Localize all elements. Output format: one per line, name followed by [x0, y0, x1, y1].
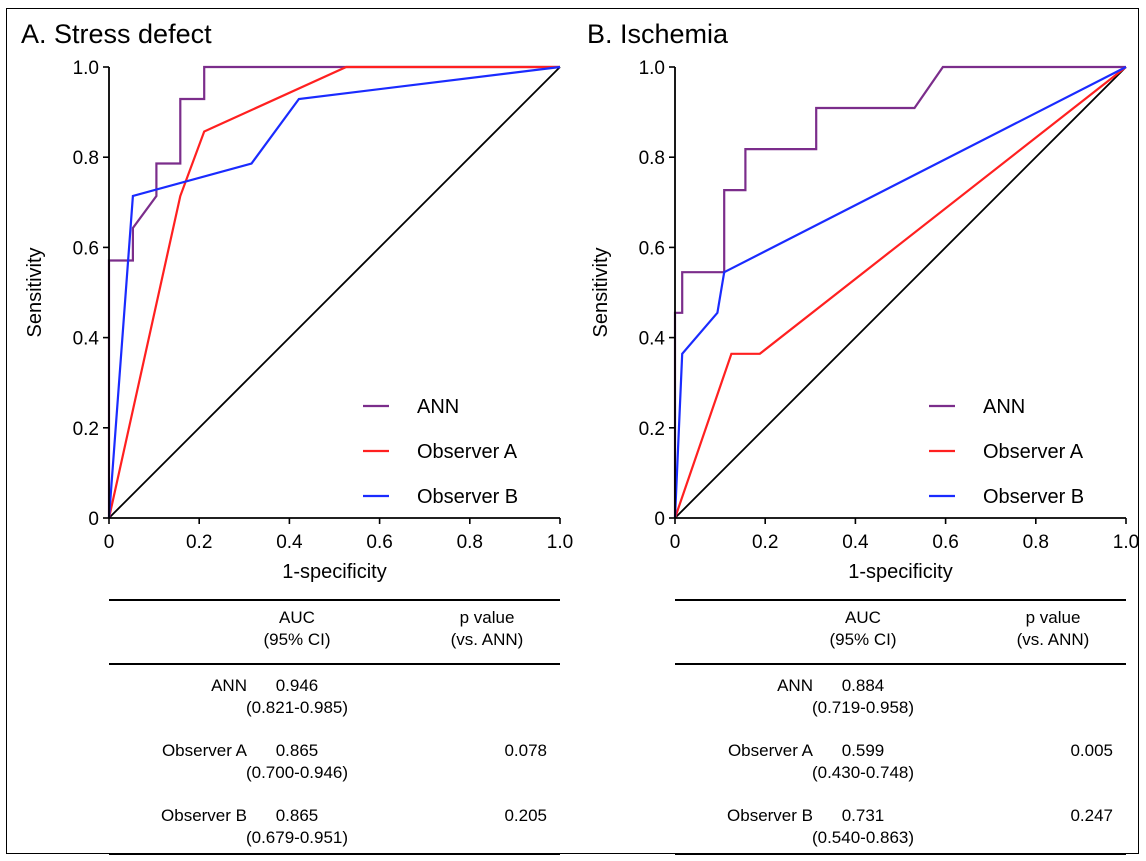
header-auc: AUC: [845, 608, 881, 627]
y-tick-label: 0.4: [73, 329, 100, 350]
legend-label-observer-b: Observer B: [983, 486, 1084, 508]
row-auc-ci: (0.430-0.748): [811, 763, 915, 782]
table-bottom-rule: [675, 853, 1126, 855]
x-tick-label: 0: [104, 532, 115, 553]
row-auc-ci: (0.719-0.958): [811, 698, 915, 717]
y-tick-label: 0.2: [639, 419, 665, 440]
auc-table-ischemia: AUC (95% CI) p value (vs. ANN) ANN 0.884 (0.71…: [573, 9, 1139, 855]
y-tick-label: 1.0: [639, 58, 665, 79]
row-label: Observer B: [727, 806, 813, 825]
panel-title: A. Stress defect: [21, 19, 212, 49]
header-auc: AUC: [279, 608, 315, 627]
series-line-observer-a: [673, 66, 1127, 519]
x-axis-title: 1-specificity: [282, 561, 386, 583]
y-tick-label: 0.2: [73, 419, 99, 440]
header-pvalue-ref: (vs. ANN): [1016, 630, 1090, 649]
series-line-observer-a: [107, 65, 560, 519]
y-tick-label: 0.8: [639, 148, 665, 169]
x-tick-label: 0.6: [366, 532, 392, 553]
figure-frame: 0 0.2 0.4 0.6 0.8 1.0 0 0.2 0.4 0.6 0.8 1.0 1-specif…: [6, 8, 1139, 855]
header-auc-ci: (95% CI): [263, 630, 331, 649]
panel-title: B. Ischemia: [587, 19, 729, 49]
header-auc-ci: (95% CI): [829, 630, 897, 649]
header-pvalue-ref: (vs. ANN): [450, 630, 524, 649]
x-tick-label: 0.2: [186, 532, 212, 553]
legend-label-ann: ANN: [417, 396, 459, 418]
y-tick-label: 0.8: [73, 148, 99, 169]
row-auc-ci: (0.679-0.951): [245, 828, 349, 847]
row-label: Observer A: [727, 741, 813, 760]
x-tick-label: 0.6: [932, 532, 958, 553]
x-tick-label: 1.0: [1113, 532, 1139, 553]
row-auc-ci: (0.821-0.985): [245, 698, 349, 717]
y-tick-label: 0: [88, 509, 99, 530]
table-top-rule: [675, 599, 1126, 601]
legend-label-ann: ANN: [983, 396, 1025, 418]
x-tick-label: 0: [670, 532, 681, 553]
panel-stress-defect: 0 0.2 0.4 0.6 0.8 1.0 0 0.2 0.4 0.6 0.8 1.0 1-specif…: [7, 9, 573, 855]
table-header-rule: [109, 663, 560, 665]
y-tick-label: 0.4: [639, 329, 666, 350]
chance-diagonal: [108, 66, 561, 519]
row-auc: 0.599: [841, 741, 885, 760]
legend-label-observer-a: Observer A: [417, 441, 518, 463]
header-pvalue: p value: [459, 608, 515, 627]
row-label: ANN: [211, 676, 247, 695]
row-pvalue: 0.247: [1070, 806, 1113, 825]
row-auc: 0.865: [275, 741, 319, 760]
roc-chart-ischemia: 0 0.2 0.4 0.6 0.8 1.0 0 0.2 0.4 0.6 0.8 1.0 1-specif…: [590, 58, 1139, 583]
y-tick-label: 1.0: [73, 58, 99, 79]
y-axis-title: Sensitivity: [590, 247, 612, 337]
row-auc: 0.884: [841, 676, 885, 695]
row-auc: 0.731: [841, 806, 885, 825]
series-line-observer-b: [107, 65, 561, 519]
x-tick-label: 0.2: [752, 532, 778, 553]
series-line-observer-b: [673, 66, 1127, 519]
row-label: ANN: [777, 676, 813, 695]
row-auc: 0.946: [275, 676, 319, 695]
row-label: Observer B: [161, 806, 247, 825]
row-pvalue: 0.205: [504, 806, 547, 825]
x-tick-label: 0.4: [276, 532, 303, 553]
table-top-rule: [109, 599, 560, 601]
legend-label-observer-a: Observer A: [983, 441, 1084, 463]
chance-diagonal: [674, 66, 1127, 519]
table-header-rule: [675, 663, 1126, 665]
panel-ischemia: 0 0.2 0.4 0.6 0.8 1.0 0 0.2 0.4 0.6 0.8 1.0 1-specif…: [573, 9, 1139, 855]
x-tick-label: 0.8: [1023, 532, 1049, 553]
y-tick-label: 0.6: [73, 238, 99, 259]
x-tick-label: 0.4: [842, 532, 869, 553]
row-auc-ci: (0.700-0.946): [245, 763, 349, 782]
row-pvalue: 0.005: [1070, 741, 1113, 760]
header-pvalue: p value: [1025, 608, 1081, 627]
x-axis-title: 1-specificity: [848, 561, 952, 583]
x-tick-label: 1.0: [547, 532, 573, 553]
y-tick-label: 0.6: [639, 238, 665, 259]
auc-table-stress-defect: AUC (95% CI) p value (vs. ANN) ANN 0.946 (0.82…: [7, 9, 573, 855]
roc-chart-stress-defect: 0 0.2 0.4 0.6 0.8 1.0 0 0.2 0.4 0.6 0.8 1.0 1-specif…: [24, 58, 573, 583]
row-label: Observer A: [161, 741, 247, 760]
y-tick-label: 0: [654, 509, 665, 530]
x-tick-label: 0.8: [457, 532, 483, 553]
row-auc: 0.865: [275, 806, 319, 825]
legend-label-observer-b: Observer B: [417, 486, 518, 508]
row-pvalue: 0.078: [504, 741, 547, 760]
y-axis-title: Sensitivity: [24, 247, 46, 337]
row-auc-ci: (0.540-0.863): [811, 828, 915, 847]
table-bottom-rule: [109, 853, 560, 855]
series-line-ann: [673, 65, 1126, 518]
series-line-ann: [107, 65, 560, 518]
